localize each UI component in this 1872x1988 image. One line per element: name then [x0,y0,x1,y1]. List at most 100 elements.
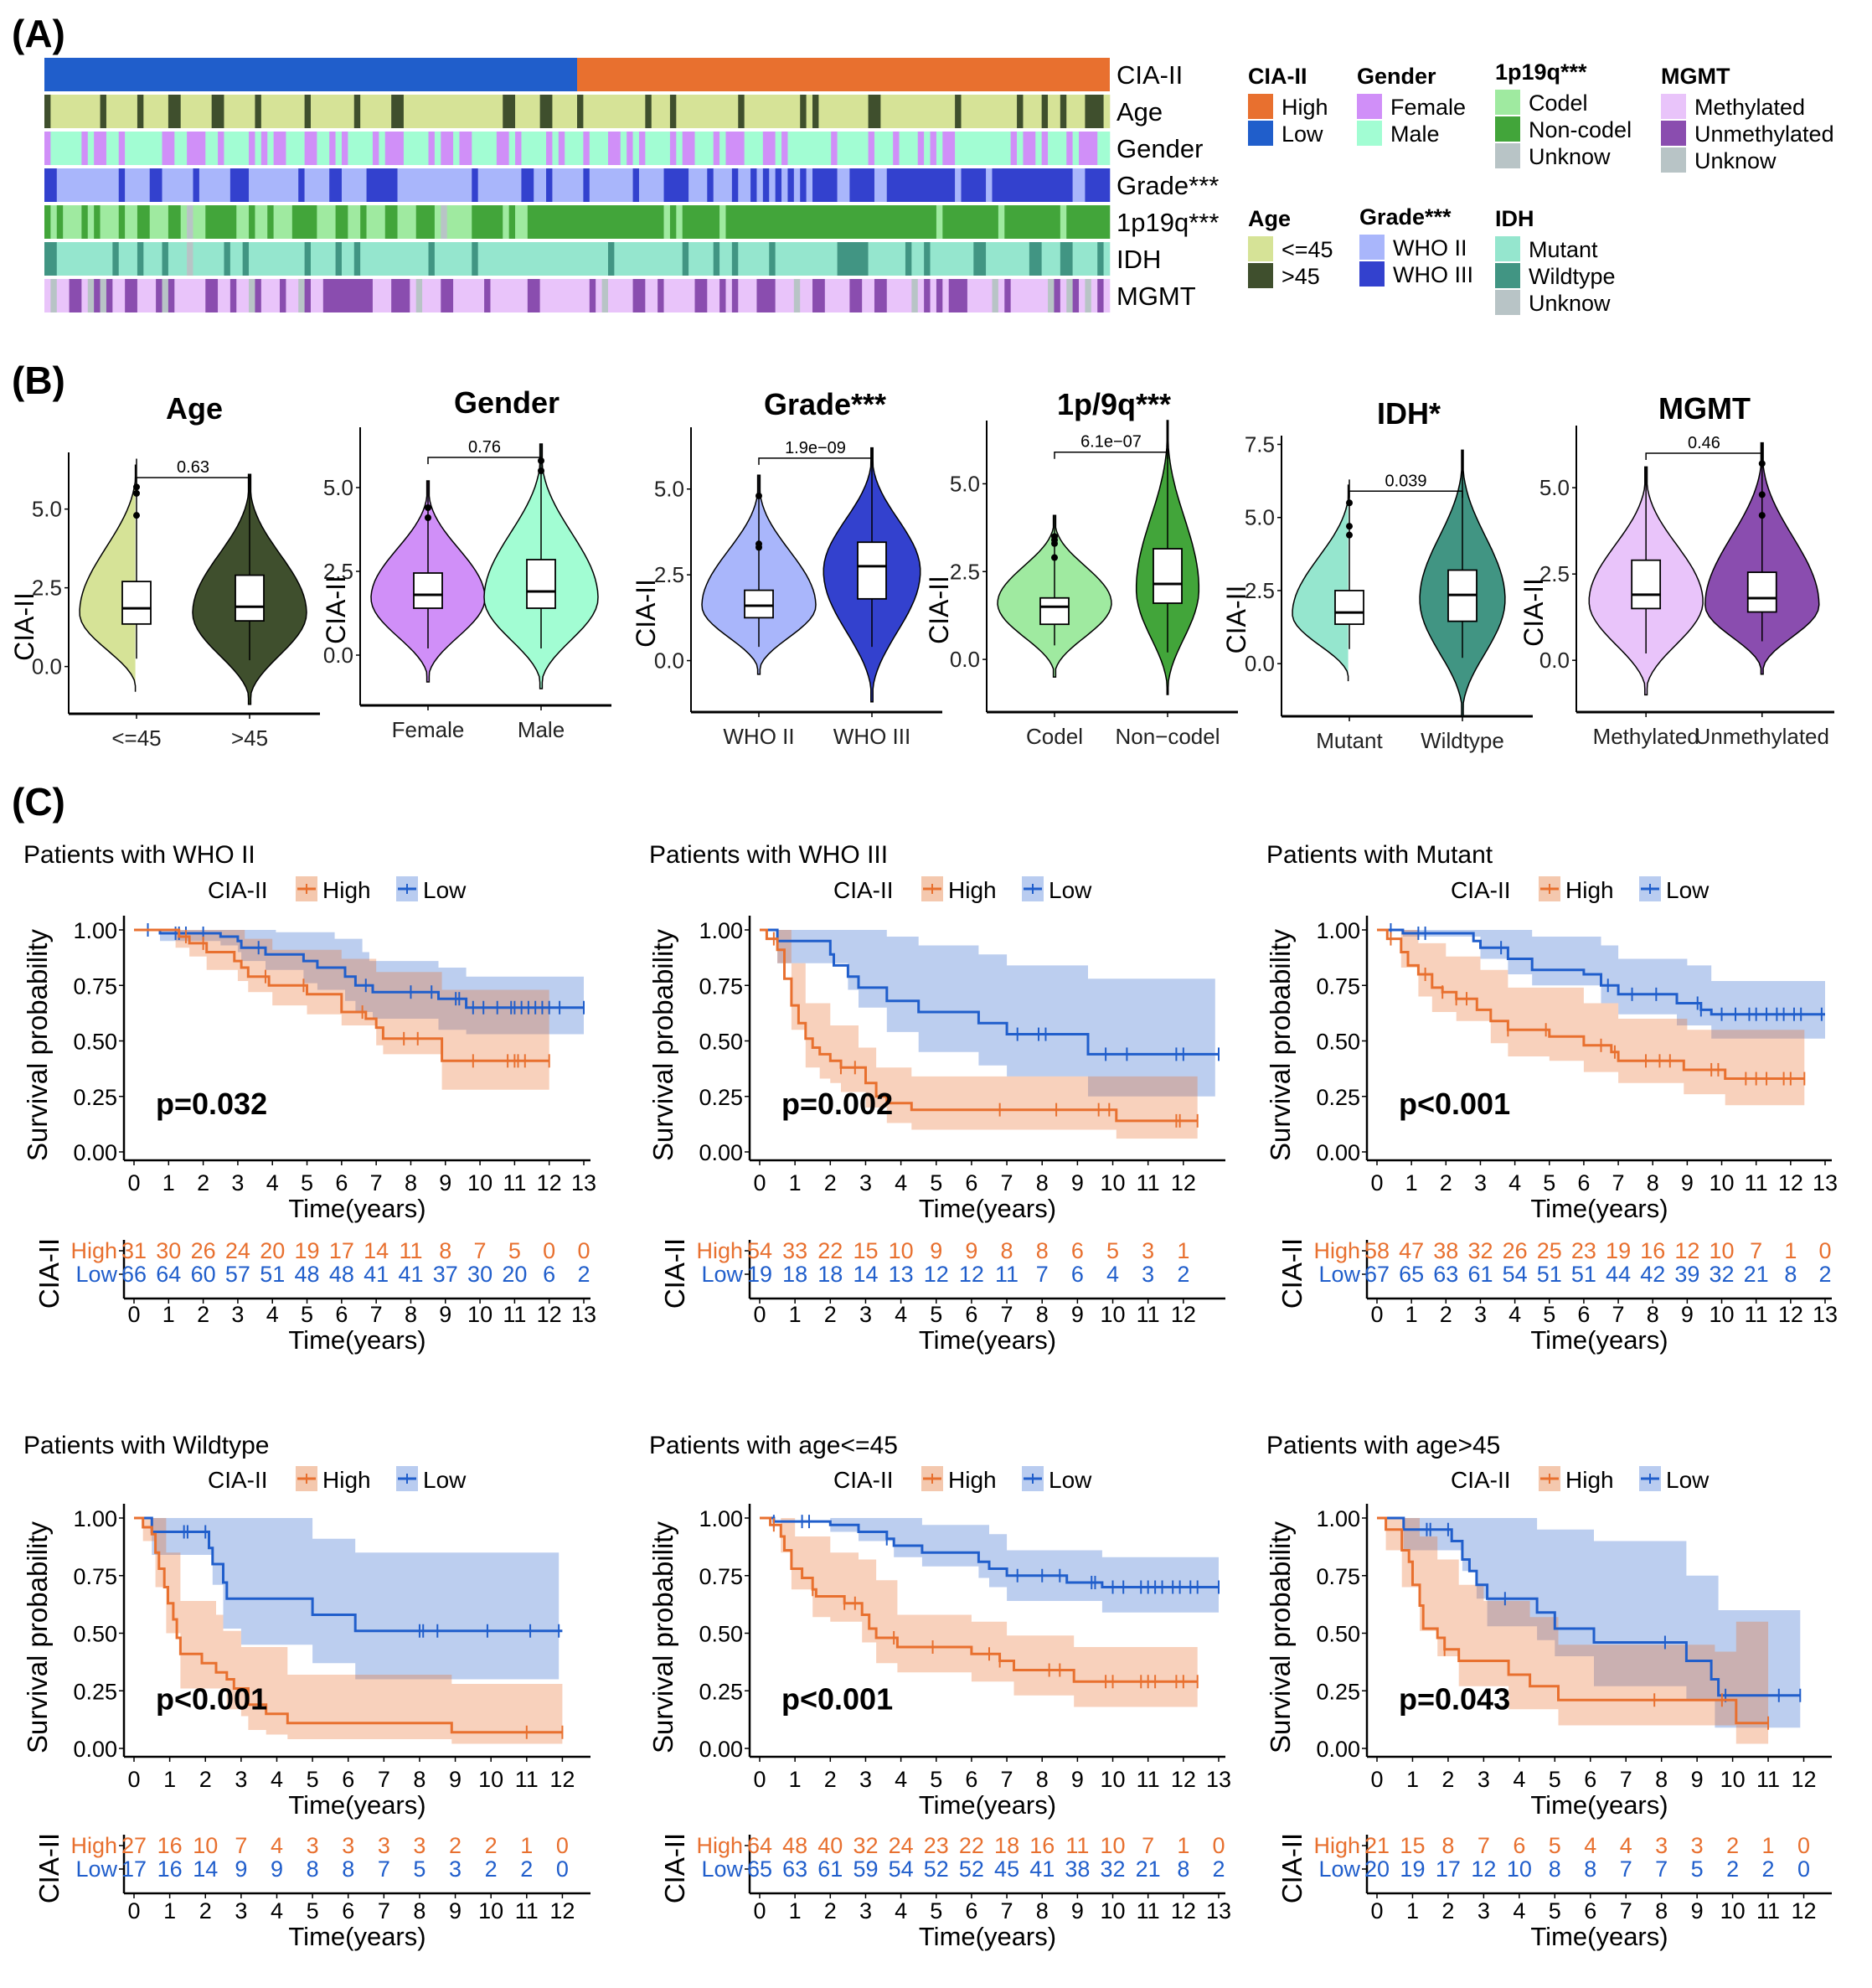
heatmap-cell-idh [477,242,609,276]
x-tick-label: 8 [1647,1170,1659,1195]
risk-count-high: 7 [1142,1833,1154,1858]
outlier-point [1346,531,1353,539]
risk-count-high: 0 [543,1238,555,1263]
x-tick-label: 0 [127,1767,140,1792]
x-tick-label: 3 [231,1170,244,1195]
heatmap-cell-gender [936,132,943,165]
y-tick-label: 2.5 [323,559,353,584]
heatmap-cell-gender [255,132,262,165]
y-axis-label: Survival probability [1265,929,1296,1161]
heatmap-cell-mgmt [645,279,658,312]
heatmap-cell-age [143,95,169,128]
risk-count-low: 63 [782,1856,807,1882]
y-tick-label: 0.25 [1316,1085,1360,1110]
y-tick-label: 1.00 [73,1506,117,1531]
risk-count-low: 41 [364,1262,389,1287]
y-tick-label: 1.00 [699,918,743,943]
risk-count-high: 4 [1584,1833,1596,1858]
y-tick-label: 0.0 [323,643,353,668]
y-tick-label: 0.25 [73,1085,117,1110]
heatmap-cell-idh [434,242,472,276]
risk-row-label: Low [701,1856,743,1882]
heatmap-row-label: 1p19q*** [1116,208,1219,237]
heatmap-cell-idh [688,242,714,276]
outlier-point [1346,523,1353,530]
legend-label: Unknow [1694,148,1777,173]
heatmap-cell-mgmt [322,279,374,312]
legend-swatch [1495,116,1520,142]
risk-x-tick-label: 12 [1792,1898,1817,1923]
risk-table-label: CIA-II [34,1238,64,1309]
ci-band-low [1377,1518,1801,1728]
risk-count-low: 2 [520,1856,533,1882]
heatmap-cell-cia-high [577,58,1110,91]
heatmap-cell-mgmt [1103,279,1111,312]
heatmap-cell-mgmt [539,279,590,312]
x-tick-label: 13 [571,1170,596,1195]
risk-count-high: 0 [1212,1833,1225,1858]
heatmap-cell-gender [917,132,925,165]
risk-count-high: 7 [474,1238,487,1263]
heatmap-cell-gender [508,132,516,165]
risk-x-tick-label: 10 [1101,1898,1126,1923]
x-tick-label: 1 [162,1170,175,1195]
p-bracket [1054,451,1168,459]
heatmap-cell-grade [521,168,534,202]
legend-swatch [1359,235,1385,260]
heatmap-cell-gender [174,132,188,165]
risk-x-tick-label: 0 [1370,1302,1383,1327]
heatmap-cell-mgmt [56,279,70,312]
y-tick-label: 1.00 [699,1506,743,1531]
heatmap-cell-grade [298,168,305,202]
heatmap-cell-gender [218,132,224,165]
box [857,541,887,600]
risk-count-high: 40 [817,1833,843,1858]
outlier-point [756,492,762,499]
risk-count-high: 1 [520,1833,533,1858]
risk-count-low: 3 [449,1856,462,1882]
x-tick-label: 1 [789,1767,802,1792]
p-bracket [1349,490,1463,498]
heatmap-cell-gender [744,132,764,165]
heatmap-cell-idh [44,242,58,276]
heatmap-cell-mgmt [112,279,126,312]
legend-swatch [1248,263,1273,288]
heatmap-cell-idh [249,242,305,276]
heatmap-cell-mgmt [527,279,540,312]
risk-count-high: 16 [1640,1238,1665,1263]
risk-count-low: 17 [121,1856,147,1882]
risk-count-high: 14 [364,1238,389,1263]
risk-count-low: 54 [889,1856,914,1882]
heatmap-cell-grade [812,168,838,202]
risk-count-high: 0 [577,1238,590,1263]
risk-count-high: 9 [930,1238,942,1263]
box [1631,559,1662,610]
heatmap-cell-grade [1085,168,1111,202]
risk-x-tick-label: 0 [753,1302,766,1327]
heatmap-cell-age [868,95,881,128]
risk-x-tick-label: 9 [1071,1302,1084,1327]
risk-x-tick-label: 11 [1137,1898,1160,1923]
risk-count-high: 47 [1399,1238,1424,1263]
heatmap-cell-mgmt [372,279,392,312]
y-tick-label: 0.25 [73,1679,117,1704]
p-value-label: p<0.001 [1399,1087,1510,1121]
risk-count-high: 58 [1364,1238,1390,1263]
heatmap-cell-grade [713,168,733,202]
risk-count-high: 3 [1691,1833,1704,1858]
x-tick-label: 4 [266,1170,279,1195]
x-tick-label: Codel [1026,724,1083,749]
heatmap-cell-p1p19q [1004,205,1061,239]
risk-x-tick-label: 3 [1477,1898,1490,1923]
risk-count-high: 2 [449,1833,462,1858]
x-tick-label: 4 [1513,1767,1525,1792]
p-value-label: 0.039 [1385,472,1426,490]
heatmap-cell-gender [453,132,460,165]
x-tick-label: 5 [1543,1170,1555,1195]
heatmap-cell-idh [775,242,838,276]
y-tick-label: 0.25 [699,1085,743,1110]
x-tick-label: 7 [1612,1170,1625,1195]
risk-x-tick-label: 4 [895,1302,907,1327]
y-tick-label: 0.0 [32,654,62,679]
heatmap-cell-p1p19q [434,205,441,239]
